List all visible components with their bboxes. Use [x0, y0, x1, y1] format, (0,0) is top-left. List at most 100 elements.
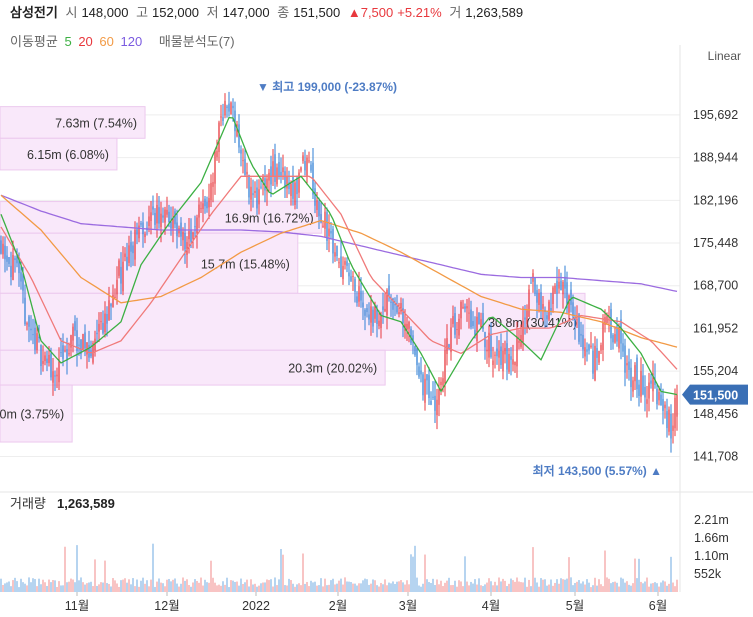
- candle-body: [194, 226, 196, 228]
- volume-bar: [452, 585, 454, 592]
- candle-body: [164, 209, 166, 223]
- volume-bar: [54, 580, 56, 592]
- volume-bar: [366, 579, 368, 592]
- candle-body: [366, 308, 368, 313]
- volume-bar: [508, 583, 510, 592]
- candle-body: [178, 228, 180, 234]
- price-axis: 195,692 188,944 182,196 175,448 168,700 161,9…: [693, 108, 738, 464]
- candle-body: [166, 209, 168, 215]
- candle-body: [84, 332, 86, 349]
- volume-bar: [502, 578, 504, 592]
- candle-body: [412, 335, 414, 343]
- candle-body: [674, 397, 676, 429]
- candle-body: [628, 361, 630, 370]
- price-change: ▲7,500: [347, 5, 394, 20]
- volume-bar: [458, 580, 460, 592]
- volume-bar: [76, 545, 78, 592]
- candle-body: [540, 292, 542, 311]
- price-profile-toggle[interactable]: 매물분석도(7): [158, 34, 235, 49]
- ma20-line: [0, 175, 678, 370]
- volume-bar: [608, 578, 610, 592]
- volume-bar: [254, 583, 256, 592]
- price-profile-label: 3.80m (3.75%): [0, 408, 64, 422]
- volume-bar: [530, 586, 532, 592]
- candle-body: [332, 228, 334, 254]
- volume-bar: [184, 580, 186, 592]
- volume-bar: [400, 580, 402, 592]
- volume-bar: [560, 578, 562, 592]
- volume-bar: [2, 584, 4, 592]
- volume-bar: [8, 581, 10, 592]
- open-price: 148,000: [81, 5, 129, 20]
- volume-bar: [332, 578, 334, 592]
- volume-bar: [188, 585, 190, 592]
- candle-body: [492, 360, 494, 365]
- candle-body: [486, 349, 488, 352]
- candle-body: [630, 367, 632, 388]
- volume-bar: [396, 581, 398, 592]
- open-label: 시: [65, 5, 78, 20]
- volume-bar: [328, 584, 330, 592]
- candle-body: [258, 189, 260, 205]
- ma20-label[interactable]: 20: [78, 34, 93, 49]
- candle-body: [112, 294, 114, 308]
- volume-bar: [540, 578, 542, 592]
- volume-bar: [492, 585, 494, 592]
- volume-bar: [134, 586, 136, 592]
- volume-bar: [250, 579, 252, 592]
- volume-bar: [564, 579, 566, 592]
- price-profile-label: 20.3m (20.02%): [288, 362, 377, 376]
- volume-bar: [20, 578, 22, 592]
- volume-bar: [86, 583, 88, 592]
- volume-bar: [318, 585, 320, 592]
- moving-average-legend[interactable]: 이동평균 5 20 60 120 매물분석도(7): [10, 31, 238, 50]
- volume-bar: [144, 583, 146, 592]
- stock-header: 삼성전기 시 148,000 고 152,000 저 147,000 종 151,500…: [10, 2, 527, 22]
- volume-bar: [658, 586, 660, 592]
- volume-bar: [410, 554, 412, 592]
- volume-bar: [610, 583, 612, 592]
- candle-body: [318, 201, 320, 217]
- volume-bar: [514, 581, 516, 592]
- volume-bar: [176, 583, 178, 592]
- candle-body: [126, 256, 128, 270]
- candle-body: [410, 328, 412, 343]
- volume-bar: [524, 577, 526, 592]
- ma120-label[interactable]: 120: [120, 34, 143, 49]
- candle-body: [664, 404, 666, 409]
- candle-body: [74, 321, 76, 331]
- candle-body: [290, 183, 292, 197]
- candle-body: [538, 293, 540, 305]
- volume-bar: [404, 584, 406, 592]
- volume-bar: [588, 582, 590, 592]
- ma5-label[interactable]: 5: [64, 34, 72, 49]
- candle-body: [534, 277, 536, 294]
- candle-body: [136, 229, 138, 235]
- candle-body: [524, 317, 526, 320]
- volume-bar: [256, 586, 258, 592]
- volume-bar: [274, 577, 276, 592]
- volume-bar: [30, 582, 32, 592]
- volume-bar: [226, 577, 228, 592]
- candle-body: [154, 212, 156, 225]
- price-profile-bar: [0, 349, 386, 386]
- volume-bar: [290, 580, 292, 592]
- scale-toggle-button[interactable]: Linear: [707, 49, 741, 63]
- candle-body: [670, 414, 672, 439]
- candle-body: [122, 261, 124, 292]
- volume-bar: [368, 584, 370, 592]
- candle-body: [82, 333, 84, 350]
- volume-bar: [496, 585, 498, 592]
- candle-body: [356, 296, 358, 303]
- ma60-label[interactable]: 60: [99, 34, 114, 49]
- volume-bar: [334, 584, 336, 592]
- candle-body: [536, 290, 538, 303]
- volume-bar: [526, 586, 528, 592]
- volume-bar: [80, 577, 82, 592]
- volume-bar: [14, 577, 16, 592]
- y-tick-label: 195,692: [693, 108, 738, 122]
- ma5-line: [0, 116, 678, 396]
- volume-bar: [444, 582, 446, 592]
- candle-body: [558, 281, 560, 289]
